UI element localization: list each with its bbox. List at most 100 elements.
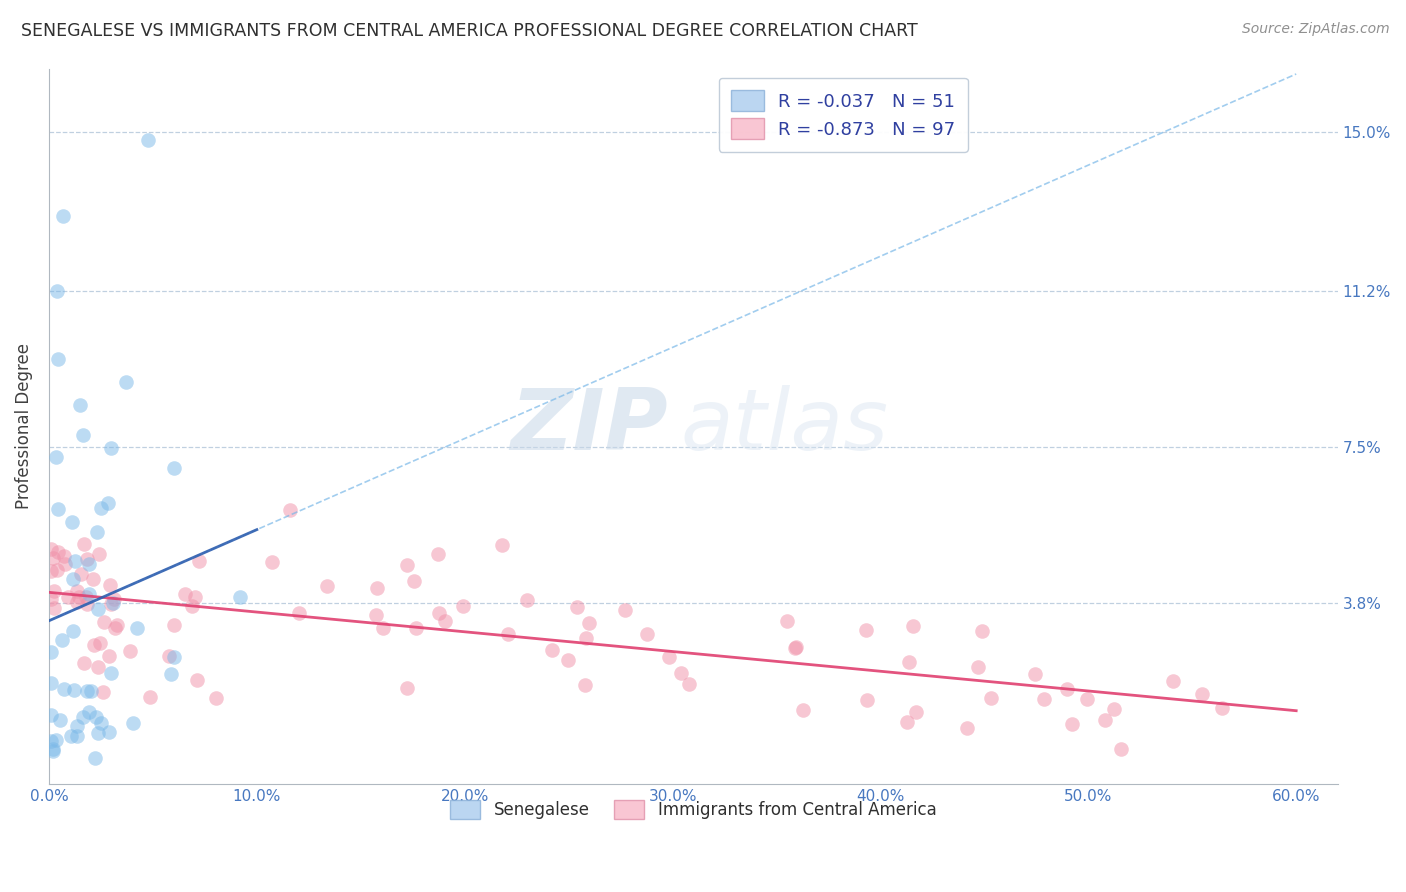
Point [1109, 741, 1132, 756]
Point [905, 706, 928, 720]
Y-axis label: Professional Degree: Professional Degree [15, 343, 32, 509]
Point [69, 398, 91, 412]
Point [100, 441, 122, 455]
Point [405, 621, 427, 635]
Point [59, 729, 82, 743]
Point [896, 715, 918, 730]
Point [678, 677, 700, 691]
Point [159, 667, 181, 681]
Point [72, 427, 94, 442]
Point [136, 133, 159, 147]
Point [46, 351, 69, 366]
Point [163, 650, 186, 665]
Point [1102, 702, 1125, 716]
Point [792, 703, 814, 717]
Point [39, 707, 62, 722]
Point [93, 615, 115, 630]
Point [903, 618, 925, 632]
Point [77, 587, 100, 601]
Point [100, 666, 122, 681]
Point [87, 547, 110, 561]
Point [80, 683, 103, 698]
Point [980, 690, 1002, 705]
Point [1024, 667, 1046, 681]
Point [540, 642, 562, 657]
Point [491, 538, 513, 552]
Point [77, 705, 100, 719]
Point [366, 581, 388, 595]
Point [70, 566, 93, 581]
Point [66, 729, 89, 743]
Point [966, 660, 988, 674]
Point [574, 631, 596, 645]
Point [45, 450, 67, 464]
Point [53, 557, 76, 571]
Point [776, 615, 799, 629]
Point [83, 638, 105, 652]
Point [53, 549, 76, 563]
Point [956, 721, 979, 735]
Point [125, 622, 148, 636]
Point [1076, 692, 1098, 706]
Point [103, 592, 125, 607]
Point [972, 624, 994, 638]
Point [72, 537, 94, 551]
Point [402, 574, 425, 589]
Point [87, 601, 110, 615]
Point [66, 719, 89, 733]
Point [364, 607, 387, 622]
Point [62, 624, 84, 638]
Point [45, 732, 67, 747]
Point [90, 501, 112, 516]
Point [1056, 681, 1078, 696]
Point [51, 633, 73, 648]
Point [67, 590, 90, 604]
Point [557, 653, 579, 667]
Point [157, 649, 180, 664]
Point [60, 516, 83, 530]
Text: ZIP: ZIP [510, 384, 668, 467]
Point [101, 596, 124, 610]
Point [1094, 714, 1116, 728]
Point [260, 555, 283, 569]
Point [76, 597, 98, 611]
Point [52, 681, 75, 696]
Point [855, 623, 877, 637]
Point [76, 683, 98, 698]
Point [66, 583, 89, 598]
Point [433, 614, 456, 628]
Point [785, 641, 807, 656]
Point [46, 501, 69, 516]
Point [122, 716, 145, 731]
Point [1060, 717, 1083, 731]
Point [66, 595, 89, 609]
Point [371, 620, 394, 634]
Point [48, 545, 70, 559]
Point [62, 572, 84, 586]
Point [73, 656, 96, 670]
Point [186, 673, 208, 687]
Point [82, 572, 104, 586]
Point [395, 681, 418, 695]
Point [89, 715, 111, 730]
Point [75, 590, 97, 604]
Point [52, 209, 75, 223]
Point [496, 627, 519, 641]
Point [315, 579, 337, 593]
Point [636, 627, 658, 641]
Point [42, 741, 65, 756]
Point [395, 558, 418, 572]
Point [89, 636, 111, 650]
Point [98, 725, 121, 739]
Point [184, 591, 207, 605]
Point [578, 615, 600, 630]
Legend: Senegalese, Immigrants from Central America: Senegalese, Immigrants from Central Amer… [443, 793, 943, 825]
Point [45, 285, 67, 299]
Point [39, 734, 62, 748]
Point [76, 551, 98, 566]
Point [188, 554, 211, 568]
Point [42, 744, 65, 758]
Point [229, 590, 252, 604]
Point [1211, 701, 1233, 715]
Point [97, 648, 120, 663]
